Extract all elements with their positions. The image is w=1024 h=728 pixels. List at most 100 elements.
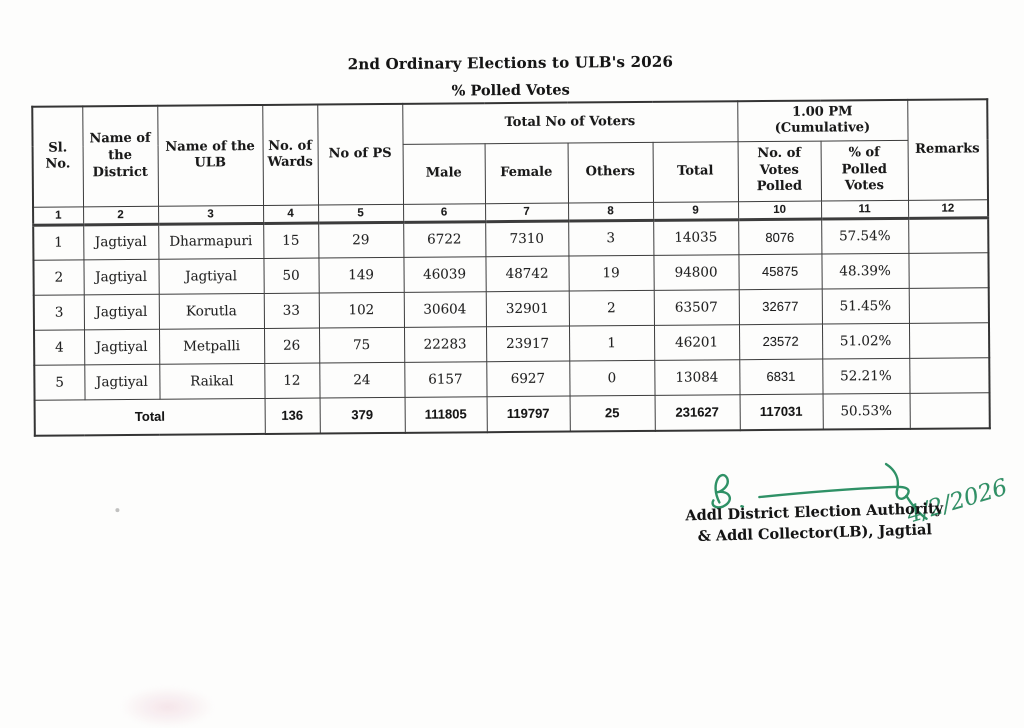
cell-sl: 4 [34, 329, 85, 365]
col-num-8: 8 [568, 201, 654, 221]
paper-smudge [120, 686, 215, 728]
cell-pct: 51.02% [821, 322, 910, 359]
signature-initial-dot [740, 505, 745, 508]
total-others: 25 [569, 394, 655, 432]
col-num-10: 10 [738, 200, 822, 220]
header-male: Male [402, 143, 486, 204]
col-num-9: 9 [653, 201, 739, 220]
cell-total: 13084 [654, 359, 740, 395]
signature-flourish-tail [905, 494, 928, 520]
header-sl-no: Sl. No. [32, 106, 84, 207]
cell-ulb: Dharmapuri [158, 222, 264, 259]
signature-flourish-stroke [758, 462, 910, 500]
total-female: 119797 [486, 395, 570, 433]
cell-others: 0 [569, 359, 655, 396]
cell-female: 48742 [485, 255, 569, 292]
header-total-voters-group: Total No of Voters [402, 101, 738, 144]
cell-remarks [908, 217, 989, 253]
col-num-11: 11 [821, 199, 909, 219]
cell-male: 30604 [403, 291, 486, 327]
cell-pct: 57.54% [821, 217, 909, 254]
cell-ps: 102 [318, 291, 404, 328]
cell-ulb: Raikal [159, 362, 265, 399]
header-votes-polled: No. of Votes Polled [737, 140, 822, 202]
cell-others: 3 [568, 219, 654, 256]
header-female: Female [484, 142, 569, 204]
cell-ps: 29 [318, 221, 404, 258]
header-remarks: Remarks [907, 99, 989, 200]
polled-votes-table: Sl. No. Name of the District Name of the… [31, 98, 991, 437]
header-wards: No. of Wards [262, 104, 319, 205]
col-num-7: 7 [485, 202, 569, 222]
cell-district: Jagtiyal [84, 363, 160, 400]
cell-wards: 33 [263, 292, 319, 328]
cell-wards: 26 [263, 327, 320, 363]
cell-ulb: Korutla [158, 292, 264, 329]
cell-male: 22283 [403, 326, 487, 362]
total-male: 111805 [404, 396, 487, 433]
cell-district: Jagtiyal [83, 293, 159, 330]
cell-total: 63507 [653, 289, 739, 325]
cell-ulb: Jagtiyal [158, 257, 264, 294]
cell-pct: 52.21% [822, 357, 910, 394]
header-others: Others [567, 141, 654, 203]
col-num-3: 3 [158, 204, 264, 224]
total-pct: 50.53% [822, 392, 910, 430]
col-num-2: 2 [83, 205, 159, 225]
cell-pct: 48.39% [821, 252, 909, 289]
signature-initial-stroke [711, 473, 732, 509]
cell-female: 7310 [485, 220, 569, 257]
total-wards: 136 [264, 397, 320, 434]
cell-sl: 3 [33, 294, 85, 330]
cell-wards: 12 [264, 362, 320, 398]
total-votes-polled: 117031 [739, 393, 823, 431]
total-label: Total [34, 397, 265, 436]
signature-ink: 4/2/2026 [711, 462, 1010, 529]
header-total: Total [652, 141, 739, 202]
col-num-5: 5 [318, 203, 404, 223]
col-num-1: 1 [33, 206, 84, 225]
cell-district: Jagtiyal [83, 223, 159, 260]
cell-female: 32901 [485, 290, 569, 327]
cell-pct: 51.45% [821, 287, 909, 324]
cell-votes-polled: 8076 [738, 218, 822, 255]
cell-total: 46201 [653, 324, 740, 360]
cell-others: 1 [568, 324, 655, 361]
page-title: 2nd Ordinary Elections to ULB's 2026 [347, 52, 674, 74]
header-1pm-cumulative-group: 1.00 PM (Cumulative) [737, 99, 908, 142]
col-num-4: 4 [263, 204, 319, 223]
total-total: 231627 [654, 394, 740, 431]
total-row: Total 136 379 111805 119797 25 231627 11… [34, 392, 990, 436]
cell-ps: 24 [319, 361, 405, 398]
total-ps: 379 [319, 396, 405, 434]
cell-ps: 149 [318, 256, 404, 293]
signatory-designation: Addl District Election Authority & Addl … [681, 498, 948, 548]
cell-others: 2 [568, 289, 654, 326]
cell-total: 94800 [653, 254, 739, 290]
cell-female: 23917 [485, 325, 570, 362]
header-pct-polled: % of Polled Votes [820, 139, 909, 201]
cell-others: 19 [568, 254, 654, 291]
cell-total: 14035 [653, 219, 739, 255]
cell-sl: 5 [34, 364, 85, 400]
cell-remarks [908, 252, 989, 288]
cell-votes-polled: 32677 [738, 288, 822, 325]
cell-male: 6157 [404, 361, 487, 397]
cell-votes-polled: 6831 [739, 358, 823, 395]
cell-wards: 15 [263, 222, 319, 258]
cell-ulb: Metpalli [158, 327, 265, 364]
col-num-12: 12 [908, 199, 989, 218]
total-remarks [909, 392, 990, 429]
cell-female: 6927 [486, 360, 570, 397]
cell-remarks [908, 322, 990, 358]
header-ulb: Name of the ULB [157, 104, 264, 206]
cell-sl: 1 [33, 224, 84, 260]
cell-male: 46039 [403, 256, 486, 292]
cell-sl: 2 [33, 259, 84, 295]
cell-votes-polled: 45875 [738, 253, 822, 290]
cell-wards: 50 [263, 257, 319, 293]
paper-speck [115, 508, 120, 513]
cell-remarks [908, 287, 989, 323]
